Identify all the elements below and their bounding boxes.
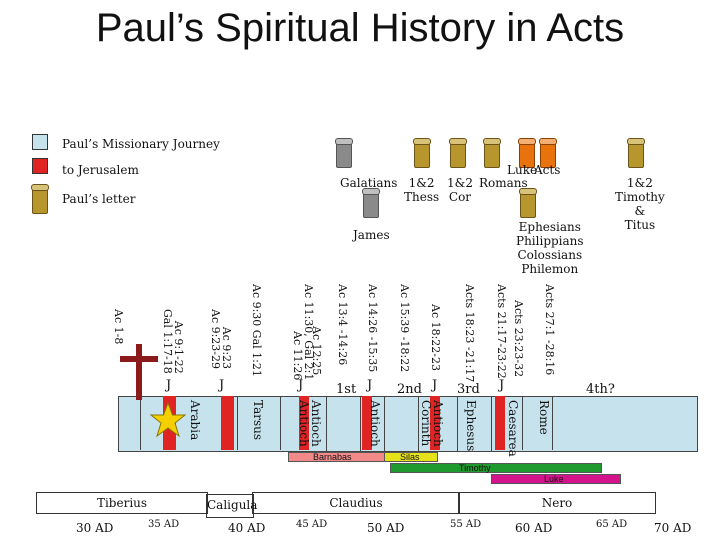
- letter-label-romans: Romans: [479, 176, 528, 190]
- legend-swatch-journey: [32, 134, 48, 150]
- place-tarsus: Tarsus: [251, 400, 265, 441]
- jerusalem-mark-3: J: [298, 378, 304, 393]
- place-arabia: Arabia: [188, 400, 202, 441]
- letter-label-acts: Acts: [534, 163, 561, 177]
- journey-label-4th: 4th?: [586, 382, 615, 397]
- letter-label-cor: 1&2 Cor: [447, 176, 473, 204]
- letter-label-galatians: Galatians: [340, 176, 398, 190]
- year-35: 35 AD: [148, 519, 180, 530]
- scroll-icon-cor: [449, 138, 467, 168]
- jerusalem-mark-1: J: [166, 378, 172, 393]
- band-label-barnabas: Barnabas: [313, 452, 352, 462]
- year-30: 30 AD: [76, 521, 114, 535]
- legend-label-journey: Paul’s Missionary Journey: [62, 137, 220, 151]
- band-label-timothy: Timothy: [459, 463, 491, 473]
- jerusalem-bar-3: [299, 396, 309, 450]
- ref-acts-18-23: Acts 18:23 -21:17: [463, 284, 476, 383]
- band-silas: [384, 452, 438, 462]
- year-40: 40 AD: [228, 521, 266, 535]
- star-icon: [150, 402, 186, 438]
- year-60: 60 AD: [515, 521, 553, 535]
- journey-label-1st: 1st: [336, 382, 357, 397]
- year-65: 65 AD: [596, 519, 628, 530]
- jerusalem-mark-2: J: [219, 378, 225, 393]
- emperor-nero: Nero: [458, 492, 656, 514]
- jerusalem-mark-6: J: [499, 378, 505, 393]
- place-antioch-antioch: Antioch Antioch: [297, 400, 323, 447]
- divider-5: [552, 396, 553, 450]
- band-label-luke: Luke: [544, 474, 564, 484]
- ref-ac-13-4: Ac 13:4 -14:26: [336, 284, 349, 366]
- divider-4: [522, 396, 523, 450]
- place-caesarea: Caesarea: [506, 400, 520, 457]
- letter-label-timothy: 1&2 Timothy & Titus: [615, 176, 665, 232]
- journey-label-2nd: 2nd: [397, 382, 422, 397]
- journey-box-1st: [326, 396, 361, 452]
- band-timothy: [390, 463, 602, 473]
- scroll-icon-romans: [483, 138, 501, 168]
- ref-ac-1-8: Ac 1-8: [112, 309, 125, 345]
- ref-ac-14-26: Ac 14:26 -15:35: [366, 284, 379, 373]
- ref-acts-21-17: Acts 21:17-23:22: [495, 284, 508, 379]
- scroll-icon-ephesians: [519, 188, 537, 218]
- scroll-icon-james: [362, 188, 380, 218]
- legend-scroll-icon: [31, 184, 49, 214]
- jerusalem-mark-4: J: [367, 378, 373, 393]
- ref-ac-9-23: Ac 9:23 Ac 9:23-29: [209, 309, 233, 370]
- jerusalem-bar-2: [221, 396, 234, 450]
- ref-ac-9-1-22: Ac 9:1-22 Gal 1:17-18: [161, 309, 185, 374]
- legend-label-letter: Paul’s letter: [62, 192, 136, 206]
- page-title: Paul’s Spiritual History in Acts: [95, 6, 625, 50]
- jerusalem-bar-4: [362, 396, 372, 450]
- ref-ac-18-22: Ac 18:22-23: [429, 304, 442, 372]
- scroll-icon-galatians: [335, 138, 353, 168]
- emperor-tiberius: Tiberius: [36, 492, 208, 514]
- letter-label-ephesians: Ephesians Philippians Colossians Philemo…: [516, 220, 584, 276]
- letter-label-luke: Luke: [507, 163, 538, 177]
- place-antioch-corinth: Antioch Corinth: [419, 400, 445, 447]
- ref-ac-9-30: Ac 9:30 Gal 1:21: [250, 284, 263, 377]
- place-ephesus: Ephesus: [464, 400, 478, 452]
- journey-box-2nd: [384, 396, 419, 452]
- divider-1: [140, 396, 141, 450]
- ref-acts-27-1: Acts 27:1 -28:16: [543, 284, 556, 376]
- year-55: 55 AD: [450, 519, 482, 530]
- letter-label-thess: 1&2 Thess: [404, 176, 440, 204]
- emperor-claudius: Claudius: [252, 492, 460, 514]
- jerusalem-bar-6: [495, 396, 505, 450]
- journey-box-3rd: [457, 396, 492, 452]
- emperor-caligula: Caligula: [206, 494, 257, 518]
- scroll-icon-thess: [413, 138, 431, 168]
- divider-2: [237, 396, 238, 450]
- ref-acts-23-23: Acts 23:23-32: [512, 300, 525, 378]
- ref-ac-15-39: Ac 15:39 -18:22: [398, 284, 411, 373]
- jerusalem-bar-5: [430, 396, 440, 450]
- band-luke: [491, 474, 621, 484]
- ref-ac-12-25: Ac 12:25: [310, 326, 323, 376]
- legend-swatch-jerusalem: [32, 158, 48, 174]
- scroll-icon-luke: [518, 138, 536, 168]
- scroll-icon-timothy: [627, 138, 645, 168]
- legend-label-jerusalem: to Jerusalem: [62, 163, 139, 177]
- year-45: 45 AD: [296, 519, 328, 530]
- year-70: 70 AD: [654, 521, 692, 535]
- year-50: 50 AD: [367, 521, 405, 535]
- place-antioch: Antioch: [368, 400, 382, 447]
- journey-label-3rd: 3rd: [457, 382, 480, 397]
- letter-label-james: James: [353, 228, 390, 242]
- place-rome: Rome: [537, 400, 551, 435]
- divider-3: [280, 396, 281, 450]
- band-label-silas: Silas: [400, 452, 420, 462]
- scroll-icon-acts: [539, 138, 557, 168]
- jerusalem-mark-5: J: [432, 378, 438, 393]
